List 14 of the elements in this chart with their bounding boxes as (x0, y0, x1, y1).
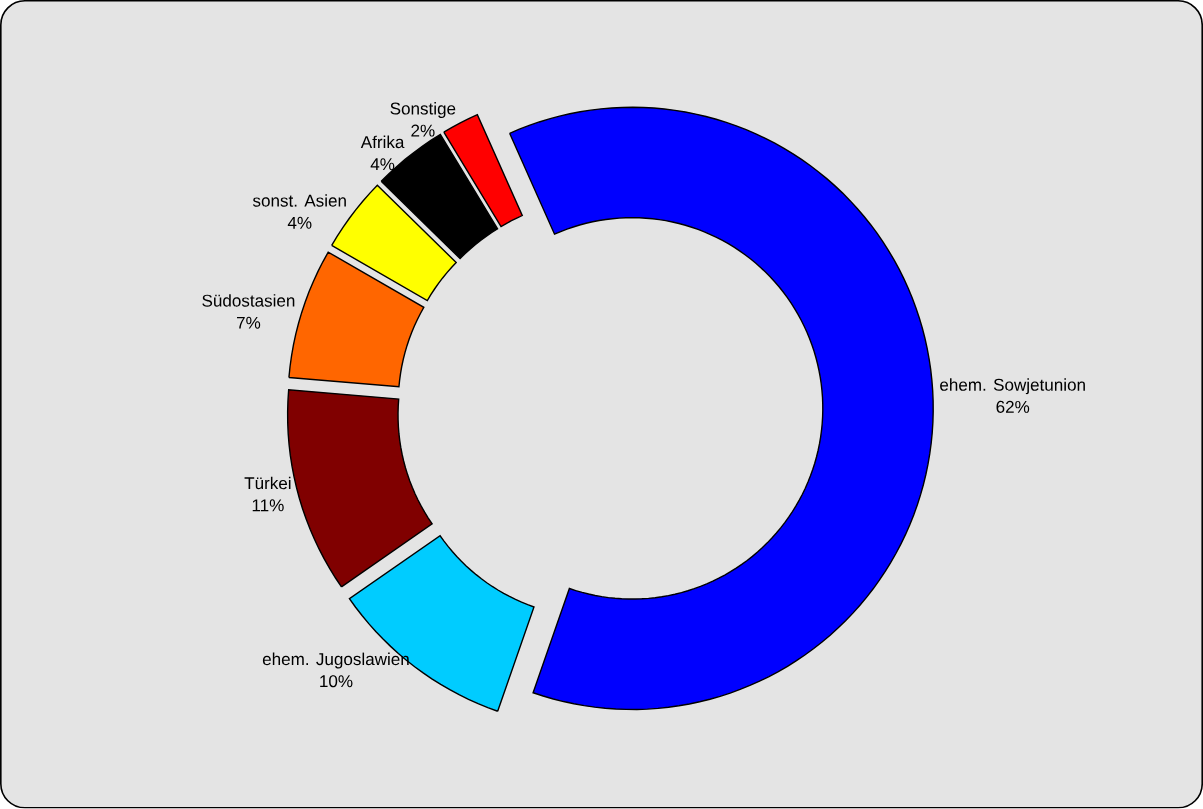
data-label: 4% (370, 158, 395, 171)
slice-label: sonst. Asien (252, 194, 346, 207)
data-label: 10% (320, 675, 353, 688)
slice-label: ehem. Sowjetunion (940, 378, 1085, 395)
slice-label: Südostasien (202, 294, 295, 307)
data-label: 62% (996, 401, 1030, 414)
slice-label: Sonstige (390, 102, 456, 119)
data-label: 2% (411, 124, 435, 137)
slice-label: Afrika (360, 135, 405, 149)
slice-label: ehem. Jugoslawien (262, 652, 409, 669)
data-label: 7% (237, 317, 261, 329)
slice-label: Türkei (244, 476, 291, 490)
data-label: 11% (252, 499, 284, 512)
data-label: 4% (287, 217, 312, 229)
